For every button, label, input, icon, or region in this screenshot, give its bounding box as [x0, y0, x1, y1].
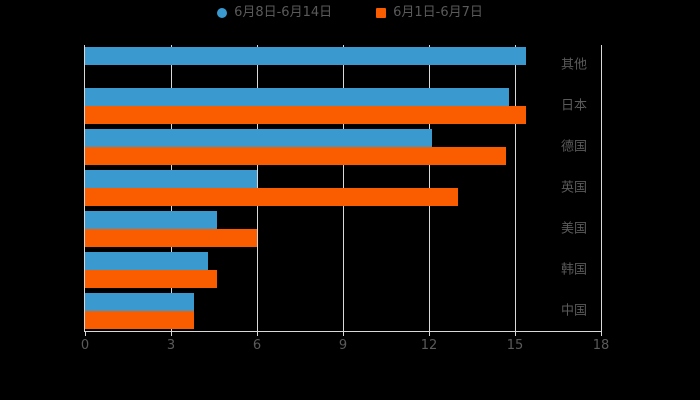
- legend-item-0[interactable]: 6月8日-6月14日: [217, 6, 332, 19]
- legend-label-1: 6月1日-6月7日: [393, 5, 483, 20]
- x-tick-label-15: 15: [506, 338, 524, 353]
- x-tick-label-3: 3: [166, 338, 176, 353]
- y-axis-label-韩国: 韩国: [560, 262, 587, 278]
- bar-中国-series-1[interactable]: [85, 310, 194, 329]
- bar-韩国-series-0[interactable]: [85, 251, 209, 270]
- x-tick-label-0: 0: [80, 338, 90, 353]
- y-axis-label-美国: 美国: [560, 221, 587, 237]
- x-tick-mark-18: [601, 331, 602, 336]
- y-axis-label-日本: 日本: [560, 98, 587, 114]
- y-axis-label-德国: 德国: [560, 139, 587, 155]
- gridline-15: [515, 45, 516, 331]
- bar-美国-series-0[interactable]: [85, 210, 217, 229]
- bar-德国-series-0[interactable]: [85, 129, 432, 148]
- x-tick-label-12: 12: [420, 338, 438, 353]
- x-tick-label-9: 9: [338, 338, 348, 353]
- chart-legend: 6月8日-6月14日 6月1日-6月7日: [0, 6, 700, 19]
- x-tick-mark-12: [429, 331, 430, 336]
- x-tick-label-18: 18: [592, 338, 610, 353]
- plot-area: 0 3 6 9 12 15 18 其他日本德国英国美国韩国中国: [81, 45, 609, 353]
- legend-marker-square-icon: [376, 7, 387, 18]
- y-axis-label-其他: 其他: [560, 57, 587, 73]
- x-axis-line: [84, 331, 601, 332]
- x-tick-mark-9: [343, 331, 344, 336]
- bar-日本-series-0[interactable]: [85, 88, 510, 107]
- x-tick-mark-3: [171, 331, 172, 336]
- bar-美国-series-1[interactable]: [85, 228, 257, 247]
- legend-label-0: 6月8日-6月14日: [234, 5, 333, 20]
- y-axis-line: [84, 45, 85, 331]
- bar-日本-series-1[interactable]: [85, 106, 527, 125]
- x-tick-label-6: 6: [252, 338, 262, 353]
- x-tick-mark-15: [515, 331, 516, 336]
- y-axis-label-中国: 中国: [560, 303, 587, 319]
- bar-韩国-series-1[interactable]: [85, 269, 217, 288]
- bar-英国-series-1[interactable]: [85, 188, 458, 206]
- gridline-18: [601, 45, 602, 331]
- bar-中国-series-0[interactable]: [85, 292, 194, 311]
- bar-英国-series-0[interactable]: [85, 170, 257, 188]
- y-axis-label-英国: 英国: [560, 180, 587, 196]
- bar-德国-series-1[interactable]: [85, 147, 507, 166]
- x-tick-mark-0: [85, 331, 86, 336]
- legend-marker-circle-icon: [217, 7, 228, 18]
- bar-其他-series-0[interactable]: [85, 47, 527, 66]
- legend-item-1[interactable]: 6月1日-6月7日: [376, 6, 483, 19]
- x-tick-mark-6: [257, 331, 258, 336]
